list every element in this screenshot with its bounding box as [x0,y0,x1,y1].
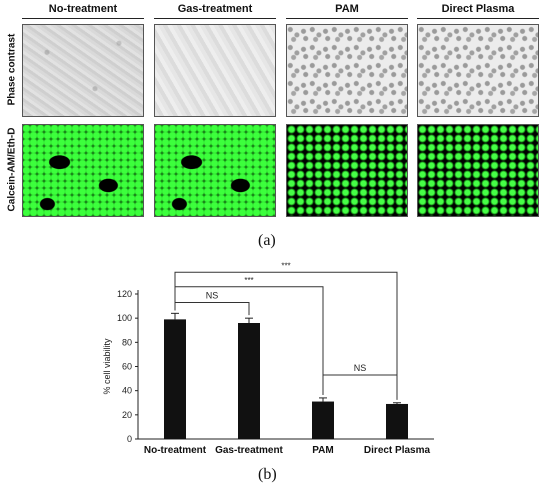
viability-bar-chart: 0 20 40 60 80 100 120 % cell viability No-treatm… [102,261,434,456]
category-label: No-treatment [144,445,207,456]
micrograph-phase-no-treatment [22,24,144,117]
category-label: PAM [312,445,333,456]
column-label-gas-treatment: Gas-treatment [177,3,253,15]
column-rule [417,18,539,19]
column-rule [22,18,144,19]
panel-a-label: (a) [258,232,276,249]
column-rule [286,18,408,19]
y-tick-label: 60 [122,362,132,372]
significance-bracket [174,271,398,400]
y-tick-label: 100 [117,313,132,323]
micrograph-phase-direct-plasma [417,24,539,117]
y-tick-label: 80 [122,337,132,347]
significance-bracket [322,374,398,400]
significance-bracket [174,301,250,316]
micrograph-phase-pam [286,24,408,117]
micrograph-fluor-gas-treatment [154,124,276,217]
y-tick-label: 20 [122,410,132,420]
y-tick-label: 120 [117,289,132,299]
bar [386,403,408,439]
significance-label: NS [354,363,367,373]
row-label-phase-contrast: Phase contrast [6,33,18,106]
y-tick-label: 0 [127,434,132,444]
bar [312,401,334,439]
panel-b-label: (b) [258,466,277,483]
bar [238,323,260,439]
column-label-direct-plasma: Direct Plasma [441,3,515,15]
column-label-no-treatment: No-treatment [48,3,118,15]
bar [164,319,186,439]
panel-a: No-treatment Gas-treatment PAM Direct Pl… [6,3,539,249]
micrograph-phase-gas-treatment [154,24,276,117]
category-label: Gas-treatment [215,445,283,456]
significance-label: *** [281,261,290,270]
significance-label: NS [206,290,219,300]
row-label-calcein: Calcein-AM/Eth-D [6,127,18,212]
significance-label: *** [244,276,253,285]
micrograph-fluor-pam [286,124,408,217]
micrograph-fluor-no-treatment [22,124,144,217]
y-tick-label: 40 [122,386,132,396]
y-axis-label: % cell viability [102,338,112,395]
column-rule [154,18,276,19]
micrograph-fluor-direct-plasma [417,124,539,217]
category-label: Direct Plasma [364,445,431,456]
column-label-pam: PAM [335,3,359,15]
